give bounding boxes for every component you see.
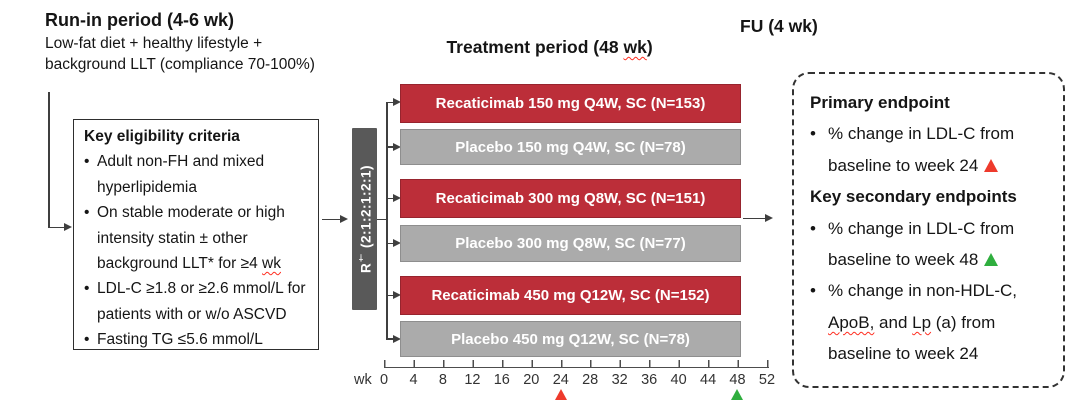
runin-arrow-vline (48, 92, 50, 228)
axis-tick-label: 28 (582, 372, 599, 388)
runin-period-title: Run-in period (4-6 wk) (45, 10, 234, 30)
runin-subtitle-line1: Low-fat diet + healthy lifestyle + (45, 35, 263, 52)
eligibility-b4-line1: Fasting TG ≤5.6 mmol/L (97, 331, 263, 349)
eligibility-b3-line1: LDL-C ≥1.8 or ≥2.6 mmol/L for (97, 280, 306, 298)
bullet-icon: • (84, 204, 90, 222)
arrowhead-icon (393, 239, 401, 247)
secondary-endpoint-bullet-2: • % change in non-HDL-C, ApoB, and Lp (a… (810, 275, 1053, 369)
treatment-title-wk: wk (623, 37, 647, 57)
axis-tick-label: 12 (464, 372, 481, 388)
runin-subtitle-line2: background LLT (compliance 70-100%) (45, 55, 315, 73)
bullet-icon: • (84, 331, 90, 349)
eligibility-b2-line3: background LLT* for ≥4 wk (97, 255, 281, 273)
runin-arrowhead-icon (64, 222, 72, 231)
arm-bar-recaticimab-150: Recaticimab 150 mg Q4W, SC (N=153) (400, 84, 741, 123)
arrowhead-icon (393, 334, 401, 343)
eligibility-b1-line2: hyperlipidemia (97, 178, 197, 196)
axis-tick-label: 24 (552, 372, 569, 388)
misspelled-wk: wk (262, 255, 281, 273)
endpoints-box: Primary endpoint • % change in LDL-C fro… (792, 72, 1065, 388)
axis-tick-label: 40 (670, 372, 687, 388)
axis-tick-label: 4 (409, 372, 418, 388)
arrowhead-icon (393, 142, 401, 151)
axis-tick-label: 8 (438, 372, 447, 388)
randomization-label: R† (2:1:2:1:2:1) (355, 164, 374, 274)
treatment-title-text: Treatment period (48 (446, 37, 624, 57)
eligibility-b3-line2: patients with or w/o ASCVD (97, 305, 287, 323)
axis-tick-label: 32 (611, 372, 628, 388)
axis-tick-label: 20 (523, 372, 540, 388)
misspelled-lp: Lp (912, 312, 932, 332)
axis-tick-marks (384, 360, 769, 367)
axis-tick-label: 52 (758, 372, 776, 388)
axis-tick-label: 48 (729, 372, 746, 388)
dagger-footnote-mark: † (355, 252, 366, 263)
secondary-endpoint-marker-icon (731, 389, 743, 400)
axis-tick-label: 36 (641, 372, 658, 388)
misspelled-apob: ApoB, (828, 312, 875, 332)
arrowhead-icon (393, 194, 401, 202)
bullet-icon: • (84, 280, 90, 298)
arm-bar-placebo-150: Placebo 150 mg Q4W, SC (N=78) (400, 129, 741, 165)
randomization-box: R† (2:1:2:1:2:1) (352, 128, 377, 310)
eligibility-criteria-box: Key eligibility criteria • Adult non-FH … (73, 119, 319, 350)
arrowhead-icon (393, 98, 401, 106)
arm-bar-recaticimab-450: Recaticimab 450 mg Q12W, SC (N=152) (400, 276, 741, 315)
arrowhead-icon (340, 214, 348, 223)
primary-endpoint-marker-icon (554, 389, 567, 400)
runin-arrow-hline (48, 226, 65, 228)
secondary-endpoints-heading: Key secondary endpoints (810, 187, 1017, 207)
axis-tick-label: 0 (379, 372, 389, 388)
eligibility-b1-line1: Adult non-FH and mixed (97, 153, 265, 171)
bullet-icon: • (84, 153, 90, 171)
treatment-title-paren: ) (646, 37, 653, 57)
arm-bar-placebo-450: Placebo 450 mg Q12W, SC (N=78) (400, 321, 741, 357)
eligibility-b2-line2: intensity statin ± other (97, 229, 248, 247)
bullet-icon: • (810, 281, 816, 301)
eligibility-bullet-2: • On stable moderate or high intensity s… (84, 200, 310, 276)
runin-period-subtitle: Low-fat diet + healthy lifestyle + backg… (45, 34, 315, 75)
axis-tick-label: 44 (700, 372, 717, 388)
secondary-endpoint-bullet-1: • % change in LDL-C from baseline to wee… (810, 213, 1053, 276)
eligibility-title: Key eligibility criteria (84, 128, 240, 145)
axis-unit-label: wk (354, 372, 372, 388)
followup-period-title: FU (4 wk) (740, 16, 818, 36)
arrowhead-icon (393, 291, 401, 299)
arrowhead-icon (765, 213, 773, 222)
axis-baseline (384, 366, 769, 368)
arm-bar-recaticimab-300: Recaticimab 300 mg Q8W, SC (N=151) (400, 179, 741, 218)
green-triangle-icon (984, 253, 999, 267)
arm-bar-placebo-300: Placebo 300 mg Q8W, SC (N=77) (400, 225, 741, 262)
bullet-icon: • (810, 218, 816, 238)
axis-tick-label: 16 (493, 372, 510, 388)
primary-endpoint-heading: Primary endpoint (810, 93, 950, 112)
eligibility-b2-line1: On stable moderate or high (97, 204, 285, 222)
eligibility-bullet-1: • Adult non-FH and mixed hyperlipidemia (84, 149, 310, 200)
primary-endpoint-bullet: • % change in LDL-C from baseline to wee… (810, 118, 1053, 181)
treatment-period-title: Treatment period (48 wk) (427, 16, 653, 79)
red-triangle-icon (984, 158, 999, 172)
eligibility-bullet-3: • LDL-C ≥1.8 or ≥2.6 mmol/L for patients… (84, 276, 310, 327)
eligibility-bullet-4: • Fasting TG ≤5.6 mmol/L (84, 327, 310, 352)
bullet-icon: • (810, 124, 816, 144)
